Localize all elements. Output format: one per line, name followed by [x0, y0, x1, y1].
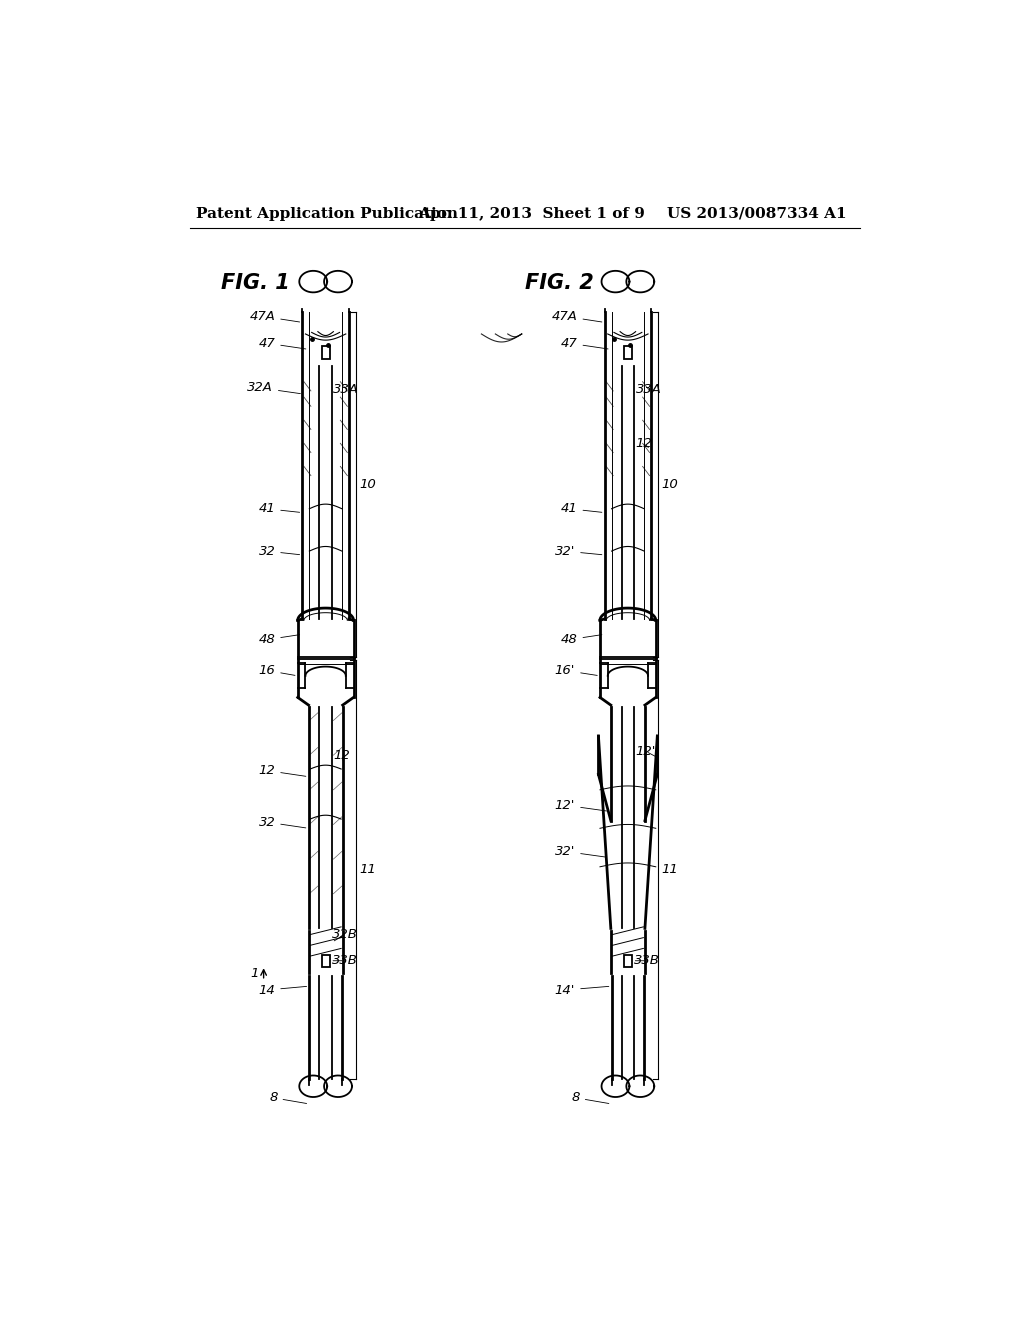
- Text: US 2013/0087334 A1: US 2013/0087334 A1: [667, 207, 846, 220]
- Bar: [624, 346, 632, 359]
- Text: 32B: 32B: [332, 928, 357, 941]
- Text: 48: 48: [258, 634, 300, 647]
- Text: 32A: 32A: [247, 381, 300, 395]
- Text: 14: 14: [258, 983, 306, 997]
- Text: 14': 14': [555, 983, 609, 997]
- Text: 47A: 47A: [250, 310, 300, 323]
- Text: FIG. 2: FIG. 2: [524, 273, 594, 293]
- Text: 47: 47: [561, 337, 608, 350]
- Text: 47: 47: [258, 337, 306, 350]
- Text: 47A: 47A: [552, 310, 602, 323]
- Text: Patent Application Publication: Patent Application Publication: [197, 207, 458, 220]
- Text: 12: 12: [636, 437, 652, 450]
- Text: 33A: 33A: [334, 383, 359, 396]
- Text: 8: 8: [571, 1092, 609, 1105]
- Text: 32': 32': [555, 545, 602, 557]
- Text: 33B: 33B: [332, 954, 357, 968]
- Text: 8: 8: [269, 1092, 306, 1105]
- Text: 11: 11: [359, 863, 376, 876]
- Text: 33A: 33A: [636, 383, 662, 396]
- Text: 10: 10: [662, 478, 678, 491]
- Text: 32: 32: [258, 545, 300, 557]
- Text: 11: 11: [662, 863, 678, 876]
- Text: FIG. 1: FIG. 1: [221, 273, 290, 293]
- Text: 10: 10: [359, 478, 376, 491]
- Text: 12: 12: [334, 748, 350, 762]
- Bar: [322, 346, 330, 359]
- Text: 12': 12': [636, 744, 656, 758]
- Text: 33B: 33B: [634, 954, 659, 968]
- Text: 32': 32': [555, 845, 606, 858]
- Text: 48: 48: [561, 634, 602, 647]
- Text: 41: 41: [561, 502, 602, 515]
- Bar: [624, 954, 632, 966]
- Text: Apr. 11, 2013  Sheet 1 of 9: Apr. 11, 2013 Sheet 1 of 9: [419, 207, 645, 220]
- Text: 32: 32: [258, 816, 306, 829]
- Bar: [322, 954, 330, 966]
- Text: 12: 12: [258, 764, 306, 777]
- Text: 41: 41: [258, 502, 300, 515]
- Text: 1: 1: [251, 966, 259, 979]
- Text: 16': 16': [555, 664, 597, 677]
- Text: 16: 16: [258, 664, 295, 677]
- Text: 12': 12': [555, 799, 606, 812]
